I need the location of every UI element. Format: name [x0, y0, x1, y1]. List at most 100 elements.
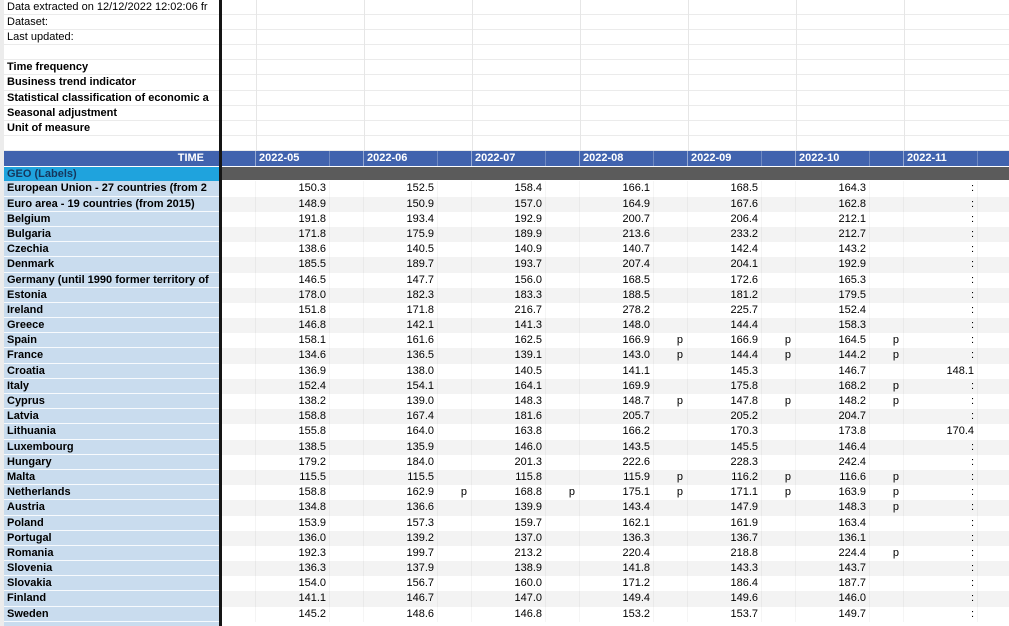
- value-cell[interactable]: 147.0: [472, 591, 546, 607]
- row-label-cell[interactable]: Netherlands: [0, 485, 222, 501]
- value-cell[interactable]: 149.7: [796, 606, 870, 622]
- value-cell[interactable]: 179.2: [256, 454, 330, 470]
- flag-cell[interactable]: [438, 439, 472, 455]
- flag-cell[interactable]: [330, 545, 364, 562]
- row-label-cell[interactable]: Bulgaria: [0, 226, 222, 243]
- flag-cell[interactable]: [546, 515, 580, 531]
- value-cell[interactable]: 170.3: [688, 424, 762, 440]
- flag-cell[interactable]: p: [870, 378, 904, 395]
- flag-cell[interactable]: [330, 515, 364, 531]
- flag-cell[interactable]: [654, 378, 688, 395]
- flag-cell[interactable]: [870, 576, 904, 592]
- value-cell[interactable]: 148.7: [580, 394, 654, 410]
- value-cell[interactable]: 144.4: [688, 318, 762, 334]
- value-cell[interactable]: 159.7: [472, 515, 546, 531]
- row-label-cell[interactable]: European Union - 27 countries (from 2: [0, 181, 222, 197]
- value-cell[interactable]: 138.6: [256, 242, 330, 258]
- flag-cell[interactable]: [654, 606, 688, 622]
- value-cell[interactable]: 205.2: [688, 409, 762, 425]
- flag-cell[interactable]: [222, 242, 256, 258]
- value-cell[interactable]: :: [904, 211, 978, 227]
- flag-cell[interactable]: [330, 211, 364, 227]
- value-cell[interactable]: 168.8: [472, 485, 546, 501]
- flag-cell[interactable]: [546, 500, 580, 516]
- value-cell[interactable]: 218.8: [688, 545, 762, 562]
- value-cell[interactable]: 140.5: [364, 242, 438, 258]
- value-cell[interactable]: 158.1: [256, 333, 330, 349]
- value-cell[interactable]: 136.9: [256, 363, 330, 379]
- flag-cell[interactable]: [222, 318, 256, 334]
- value-cell[interactable]: 138.2: [256, 394, 330, 410]
- value-cell[interactable]: :: [904, 333, 978, 349]
- flag-cell[interactable]: [222, 333, 256, 349]
- flag-cell[interactable]: p: [654, 394, 688, 410]
- flag-cell[interactable]: [978, 455, 1009, 470]
- value-cell[interactable]: 204.7: [796, 409, 870, 425]
- flag-cell[interactable]: [978, 516, 1009, 531]
- flag-cell[interactable]: [978, 409, 1009, 424]
- value-cell[interactable]: 165.3: [796, 272, 870, 288]
- flag-cell[interactable]: [978, 348, 1009, 363]
- flag-cell[interactable]: [546, 409, 580, 425]
- value-cell[interactable]: :: [904, 545, 978, 562]
- value-cell[interactable]: :: [904, 272, 978, 288]
- flag-cell[interactable]: [870, 211, 904, 227]
- value-cell[interactable]: 140.9: [472, 242, 546, 258]
- month-column-header[interactable]: 2022-06: [364, 151, 438, 167]
- flag-cell[interactable]: [870, 606, 904, 622]
- flag-cell[interactable]: [978, 485, 1009, 500]
- value-cell[interactable]: :: [904, 257, 978, 273]
- flag-cell[interactable]: [330, 196, 364, 212]
- row-label-cell[interactable]: Romania: [0, 545, 222, 562]
- flag-cell[interactable]: [870, 530, 904, 546]
- value-cell[interactable]: 136.0: [256, 530, 330, 546]
- flag-cell[interactable]: [978, 561, 1009, 576]
- flag-cell[interactable]: [654, 181, 688, 197]
- flag-cell[interactable]: [654, 576, 688, 592]
- flag-cell[interactable]: [438, 606, 472, 622]
- value-cell[interactable]: 141.8: [580, 561, 654, 577]
- value-cell[interactable]: 141.1: [256, 591, 330, 607]
- value-cell[interactable]: 224.4: [796, 545, 870, 562]
- flag-cell[interactable]: [438, 500, 472, 516]
- flag-cell[interactable]: [438, 333, 472, 349]
- row-label-cell[interactable]: Estonia: [0, 287, 222, 303]
- flag-cell[interactable]: [546, 211, 580, 227]
- value-cell[interactable]: 148.3: [472, 394, 546, 410]
- value-cell[interactable]: 143.0: [580, 348, 654, 364]
- flag-header-cell[interactable]: [978, 151, 1009, 166]
- value-cell[interactable]: 162.9: [364, 485, 438, 501]
- flag-cell[interactable]: [222, 591, 256, 607]
- row-label-cell[interactable]: Cyprus: [0, 394, 222, 410]
- value-cell[interactable]: 139.1: [472, 348, 546, 364]
- value-cell[interactable]: 139.0: [364, 394, 438, 410]
- row-label-cell[interactable]: Croatia: [0, 363, 222, 379]
- flag-cell[interactable]: [438, 348, 472, 364]
- flag-cell[interactable]: [222, 363, 256, 379]
- flag-cell[interactable]: [546, 181, 580, 197]
- flag-cell[interactable]: p: [870, 500, 904, 516]
- value-cell[interactable]: 154.1: [364, 378, 438, 395]
- value-cell[interactable]: 175.8: [688, 378, 762, 395]
- row-label-cell[interactable]: Ireland: [0, 302, 222, 319]
- value-cell[interactable]: :: [904, 576, 978, 592]
- value-cell[interactable]: 205.7: [580, 409, 654, 425]
- flag-cell[interactable]: p: [762, 333, 796, 349]
- flag-cell[interactable]: [870, 181, 904, 197]
- value-cell[interactable]: 153.2: [580, 606, 654, 622]
- value-cell[interactable]: 191.8: [256, 211, 330, 227]
- flag-cell[interactable]: [870, 196, 904, 212]
- flag-cell[interactable]: [438, 530, 472, 546]
- flag-cell[interactable]: [330, 439, 364, 455]
- flag-cell[interactable]: [546, 439, 580, 455]
- flag-cell[interactable]: [546, 196, 580, 212]
- flag-header-cell[interactable]: [546, 151, 580, 167]
- value-cell[interactable]: 187.7: [796, 576, 870, 592]
- flag-cell[interactable]: [978, 212, 1009, 227]
- flag-cell[interactable]: [654, 424, 688, 440]
- value-cell[interactable]: 220.4: [580, 545, 654, 562]
- value-cell[interactable]: 136.7: [688, 530, 762, 546]
- flag-cell[interactable]: [438, 576, 472, 592]
- value-cell[interactable]: 138.0: [364, 363, 438, 379]
- value-cell[interactable]: 225.7: [688, 302, 762, 319]
